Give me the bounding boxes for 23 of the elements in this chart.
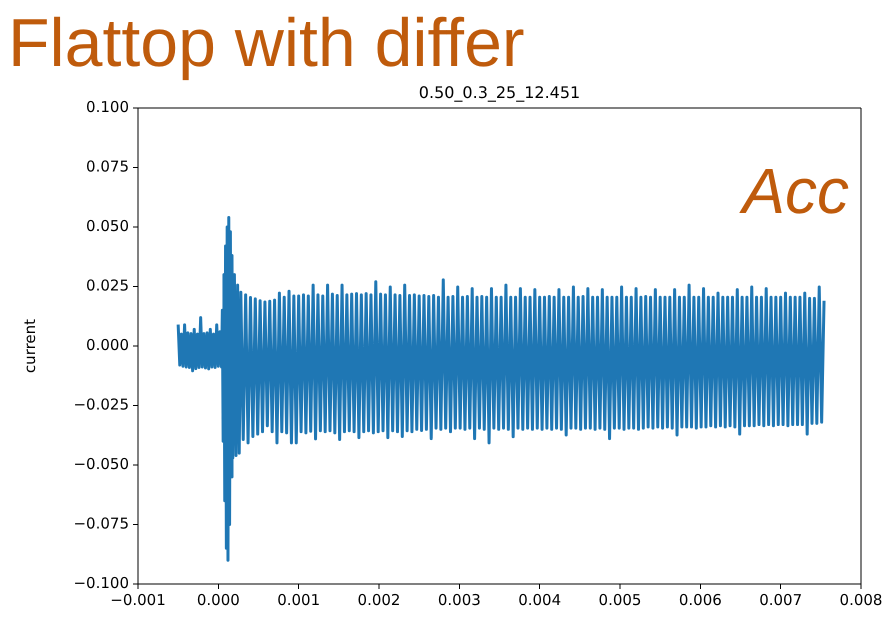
y-tick-label: 0.100: [86, 98, 129, 116]
text: Flattop with differ: [8, 5, 525, 81]
y-tick-label: −0.050: [73, 454, 129, 473]
annotation: Acc: [738, 155, 849, 227]
chart-title: 0.50_0.3_25_12.451: [418, 83, 580, 102]
x-tick-label: −0.001: [110, 590, 166, 609]
y-tick-label: −0.075: [73, 514, 129, 532]
x-tick-label: 0.007: [759, 590, 802, 609]
x-tick-label: 0.004: [518, 590, 562, 609]
x-tick-label: 0.000: [196, 590, 240, 609]
x-tick-label: 0.006: [678, 590, 722, 609]
x-tick-label: 0.001: [277, 590, 320, 609]
y-tick-label: 0.075: [86, 157, 129, 176]
x-tick-label: 0.002: [358, 590, 400, 609]
y-tick-label: −0.100: [73, 574, 129, 592]
y-tick-label: 0.000: [86, 336, 129, 354]
x-tick-label: 0.008: [840, 590, 882, 609]
y-tick-label: 0.025: [86, 276, 129, 294]
y-tick-label: −0.025: [73, 395, 129, 414]
y-tick-label: 0.050: [86, 216, 129, 235]
x-tick-label: 0.005: [598, 590, 642, 609]
x-tick-label: 0.003: [438, 590, 481, 609]
y-axis-title: current: [20, 318, 39, 374]
